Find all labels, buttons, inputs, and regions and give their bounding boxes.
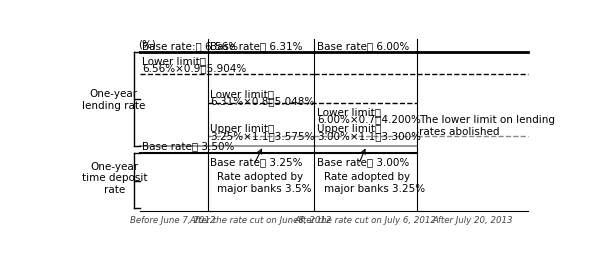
Text: Lower limit：: Lower limit：: [317, 107, 381, 117]
Text: Base rate： 3.25%: Base rate： 3.25%: [210, 157, 302, 167]
Text: 6.56%×0.9＝5.904%: 6.56%×0.9＝5.904%: [142, 64, 247, 74]
Text: After July 20, 2013: After July 20, 2013: [433, 216, 513, 225]
Text: Base rate： 3.00%: Base rate： 3.00%: [317, 157, 409, 167]
Text: (%): (%): [138, 39, 155, 49]
Text: Base rate： 6.00%: Base rate： 6.00%: [317, 41, 409, 51]
Text: 3.25%×1.1＝3.575%: 3.25%×1.1＝3.575%: [210, 131, 314, 141]
Text: Rate adopted by
major banks 3.25%: Rate adopted by major banks 3.25%: [324, 172, 425, 194]
Text: 6.00%×0.7＝4.200%: 6.00%×0.7＝4.200%: [317, 114, 421, 124]
Text: Base rate： 3.50%: Base rate： 3.50%: [142, 141, 235, 151]
Text: Before June 7, 2012: Before June 7, 2012: [130, 216, 215, 225]
Text: After the rate cut on June8, 2012: After the rate cut on June8, 2012: [190, 216, 332, 225]
Text: Upper limit：: Upper limit：: [210, 124, 274, 134]
Text: Base rate:： 6.56%: Base rate:： 6.56%: [142, 41, 239, 51]
Text: After the rate cut on July 6, 2012: After the rate cut on July 6, 2012: [295, 216, 437, 225]
Text: Base rate： 6.31%: Base rate： 6.31%: [210, 41, 302, 51]
Text: One-year
lending rate: One-year lending rate: [82, 89, 145, 111]
Text: 3.00%×1.1＝3.300%: 3.00%×1.1＝3.300%: [317, 131, 421, 141]
Text: Lower limit：: Lower limit：: [210, 89, 274, 99]
Text: Rate adopted by
major banks 3.5%: Rate adopted by major banks 3.5%: [217, 172, 311, 194]
Text: Lower limit：: Lower limit：: [142, 57, 206, 67]
Text: One-year
time deposit
rate: One-year time deposit rate: [82, 162, 148, 195]
Text: 6.31%×0.8＝5.048%: 6.31%×0.8＝5.048%: [210, 96, 314, 106]
Text: The lower limit on lending
rates abolished: The lower limit on lending rates abolish…: [419, 115, 555, 137]
Text: Upper limit：: Upper limit：: [317, 124, 381, 134]
